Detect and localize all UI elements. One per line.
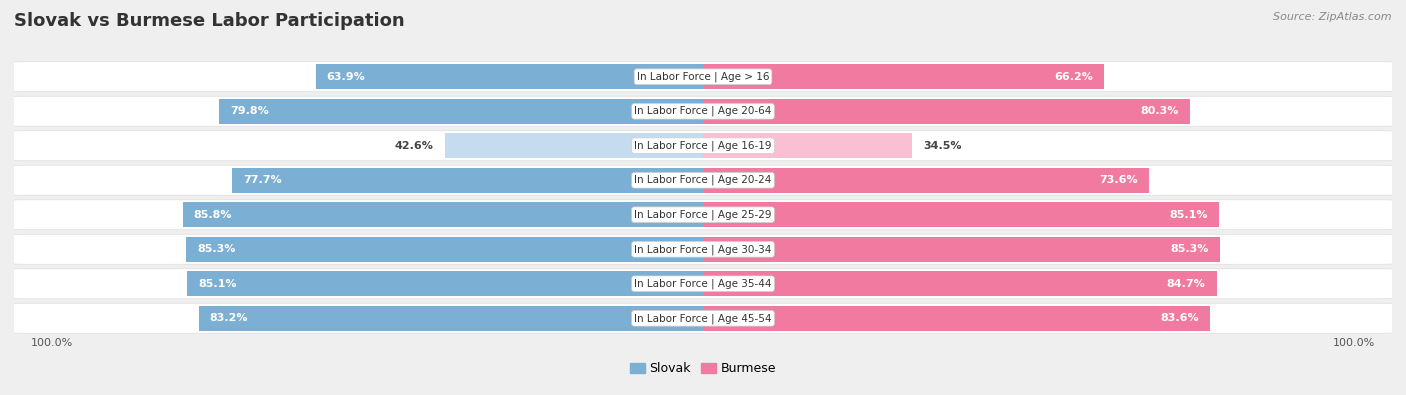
Text: Source: ZipAtlas.com: Source: ZipAtlas.com (1274, 12, 1392, 22)
Text: 34.5%: 34.5% (924, 141, 962, 151)
Text: In Labor Force | Age > 16: In Labor Force | Age > 16 (637, 71, 769, 82)
Text: 80.3%: 80.3% (1140, 106, 1178, 116)
Bar (703, 168, 1149, 193)
Bar (703, 64, 1104, 89)
Bar (703, 271, 1216, 296)
Text: In Labor Force | Age 35-44: In Labor Force | Age 35-44 (634, 278, 772, 289)
Text: In Labor Force | Age 25-29: In Labor Force | Age 25-29 (634, 209, 772, 220)
Text: 77.7%: 77.7% (243, 175, 281, 185)
Bar (444, 134, 703, 158)
Text: 85.8%: 85.8% (194, 210, 232, 220)
Text: 84.7%: 84.7% (1167, 279, 1205, 289)
FancyBboxPatch shape (10, 200, 1396, 230)
Text: 85.3%: 85.3% (197, 244, 235, 254)
Text: In Labor Force | Age 45-54: In Labor Force | Age 45-54 (634, 313, 772, 324)
Bar (703, 306, 1209, 331)
Text: In Labor Force | Age 20-24: In Labor Force | Age 20-24 (634, 175, 772, 186)
Text: Slovak vs Burmese Labor Participation: Slovak vs Burmese Labor Participation (14, 12, 405, 30)
Bar (183, 202, 703, 227)
Text: 100.0%: 100.0% (1333, 338, 1375, 348)
Bar (187, 271, 703, 296)
Text: 73.6%: 73.6% (1099, 175, 1139, 185)
Text: 63.9%: 63.9% (326, 72, 366, 82)
Text: 85.1%: 85.1% (1170, 210, 1208, 220)
FancyBboxPatch shape (10, 96, 1396, 126)
Bar (219, 99, 703, 124)
Bar (232, 168, 703, 193)
Text: 85.1%: 85.1% (198, 279, 236, 289)
FancyBboxPatch shape (10, 269, 1396, 299)
Text: 85.3%: 85.3% (1171, 244, 1209, 254)
Bar (703, 202, 1219, 227)
Text: 79.8%: 79.8% (231, 106, 269, 116)
Text: In Labor Force | Age 16-19: In Labor Force | Age 16-19 (634, 141, 772, 151)
FancyBboxPatch shape (10, 234, 1396, 264)
Text: In Labor Force | Age 30-34: In Labor Force | Age 30-34 (634, 244, 772, 254)
Text: In Labor Force | Age 20-64: In Labor Force | Age 20-64 (634, 106, 772, 117)
Bar (703, 134, 912, 158)
Bar (315, 64, 703, 89)
Bar (198, 306, 703, 331)
Bar (703, 99, 1189, 124)
Legend: Slovak, Burmese: Slovak, Burmese (624, 357, 782, 380)
FancyBboxPatch shape (10, 165, 1396, 195)
Bar (186, 237, 703, 261)
Text: 42.6%: 42.6% (395, 141, 433, 151)
FancyBboxPatch shape (10, 131, 1396, 161)
Bar (703, 237, 1220, 261)
Text: 66.2%: 66.2% (1054, 72, 1094, 82)
Text: 83.6%: 83.6% (1160, 313, 1199, 323)
Text: 83.2%: 83.2% (209, 313, 247, 323)
FancyBboxPatch shape (10, 62, 1396, 92)
Text: 100.0%: 100.0% (31, 338, 73, 348)
FancyBboxPatch shape (10, 303, 1396, 333)
